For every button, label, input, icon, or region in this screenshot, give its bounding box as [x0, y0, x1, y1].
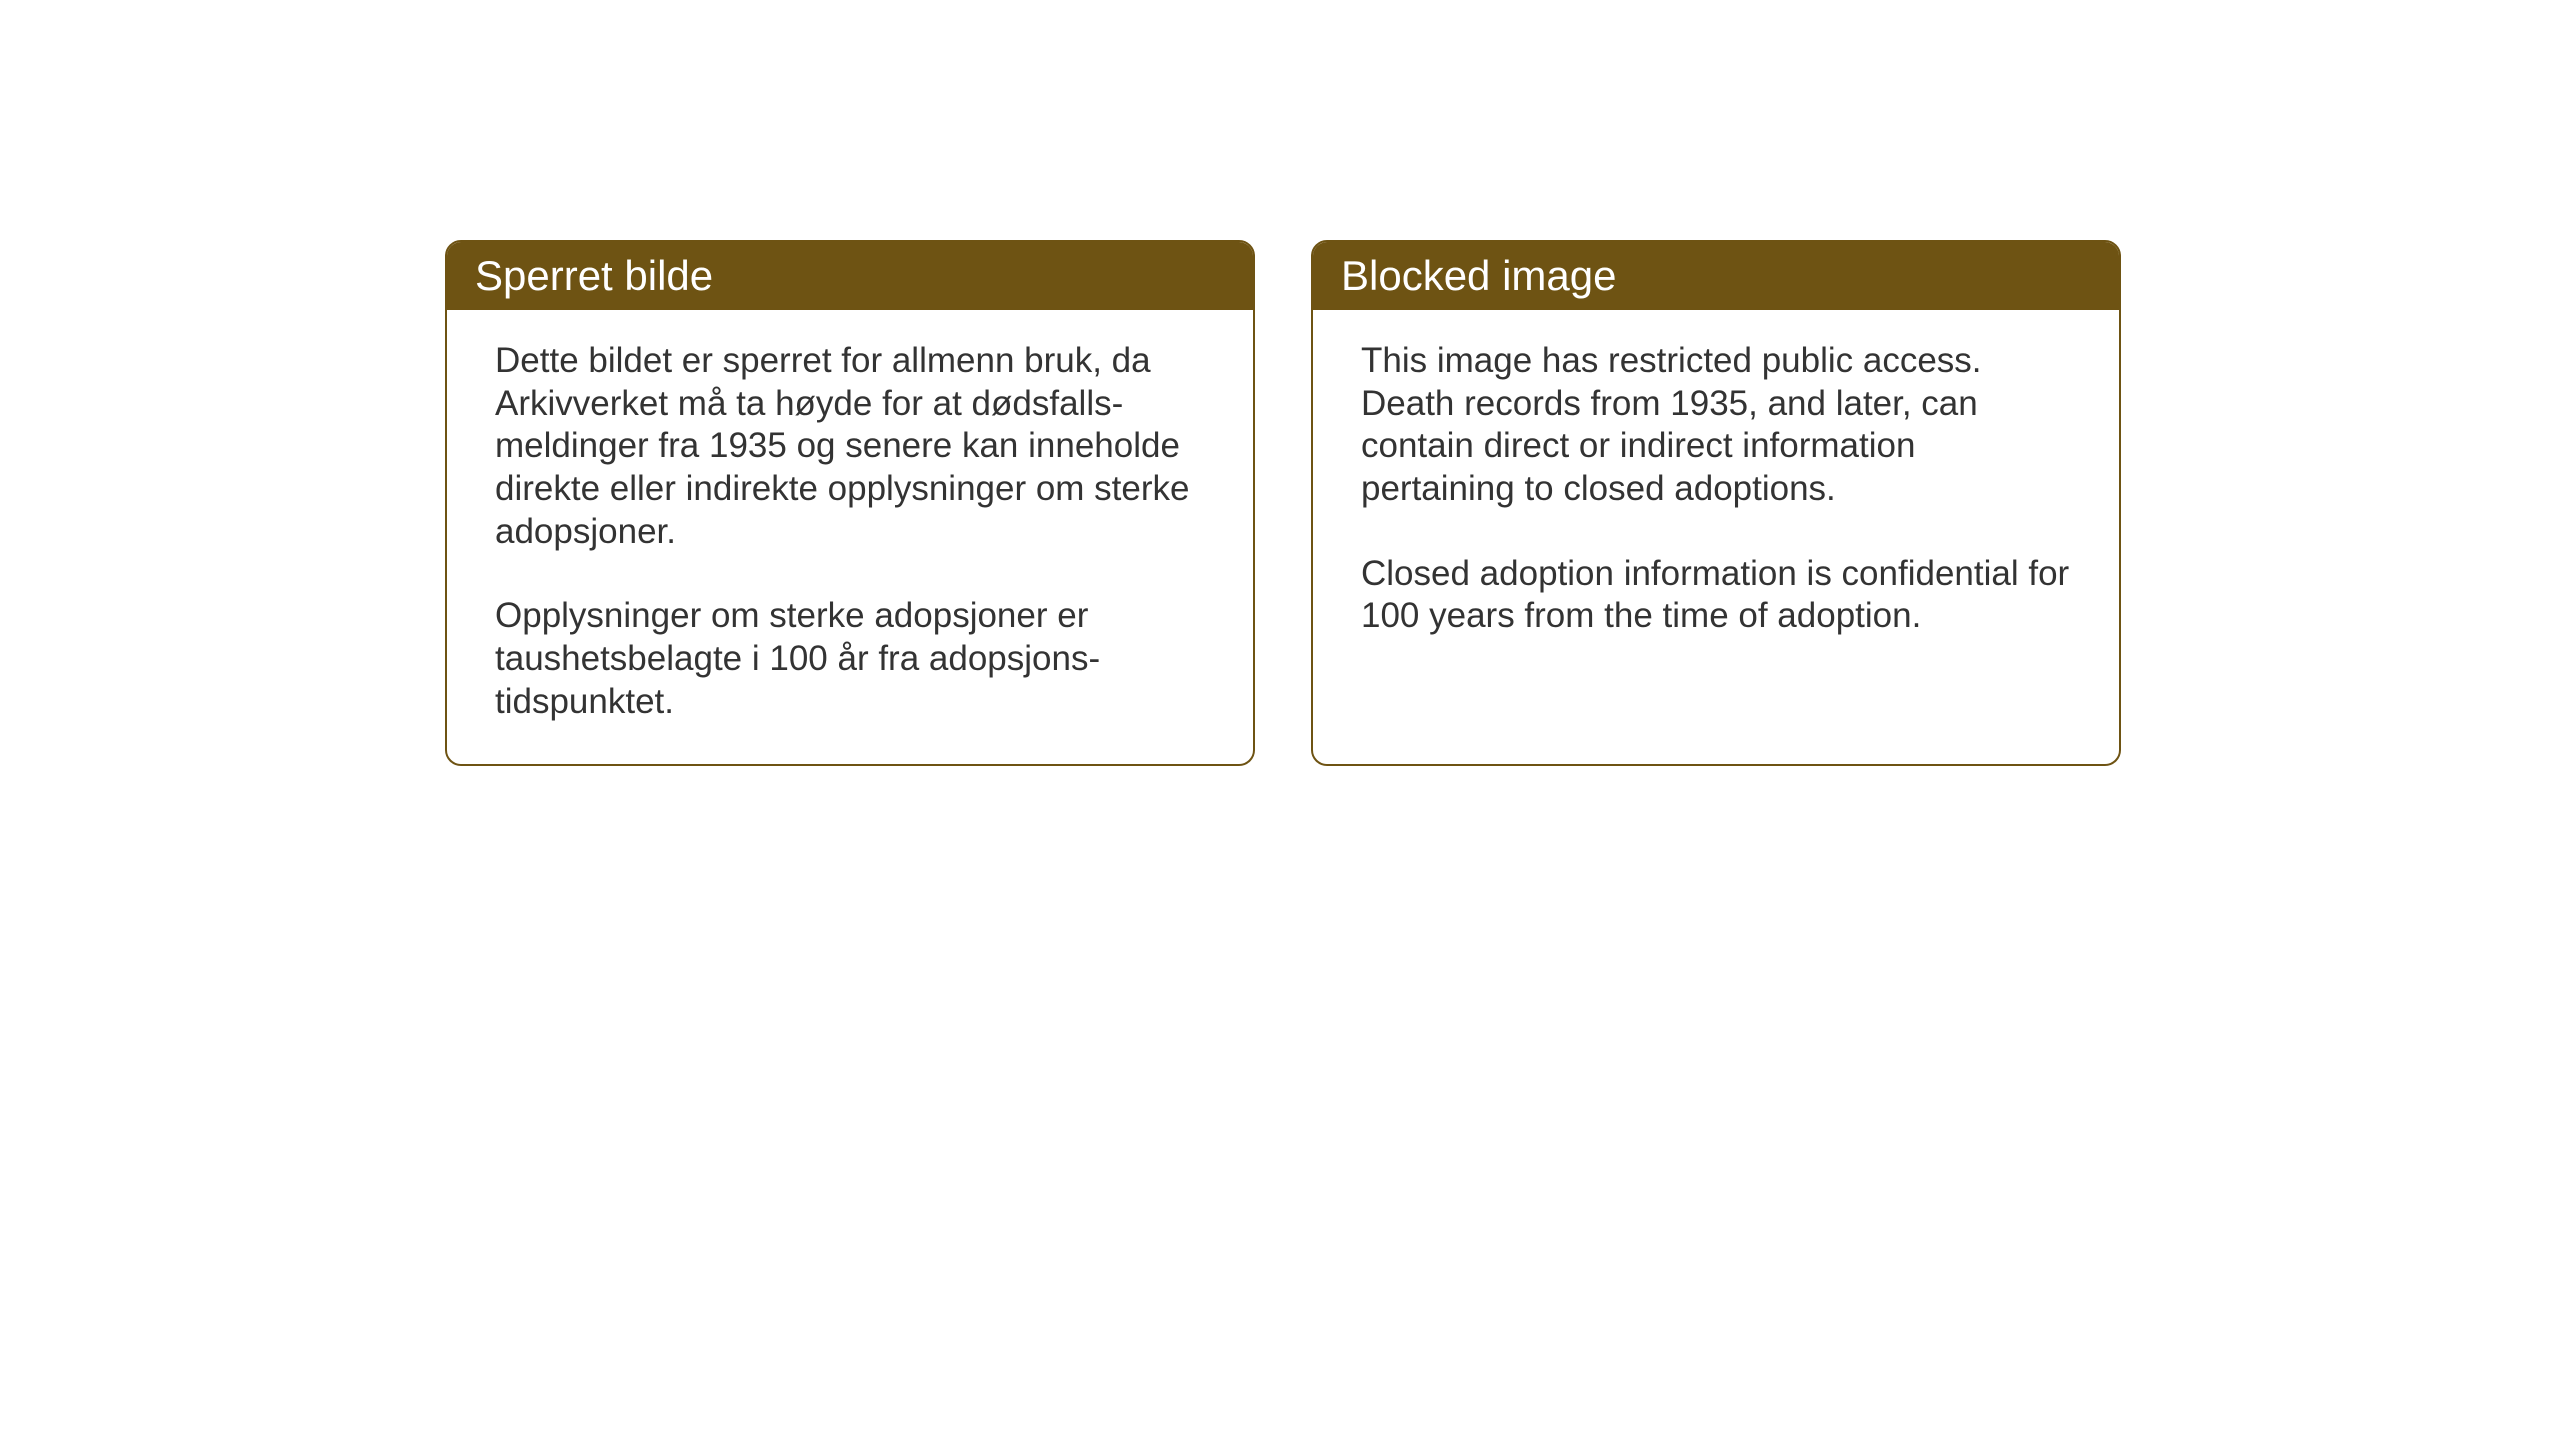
- card-body-english: This image has restricted public access.…: [1313, 310, 2119, 678]
- notice-card-norwegian: Sperret bilde Dette bildet er sperret fo…: [445, 240, 1255, 766]
- card-header-english: Blocked image: [1313, 242, 2119, 310]
- paragraph-norwegian-2: Opplysninger om sterke adopsjoner er tau…: [495, 595, 1205, 723]
- paragraph-english-2: Closed adoption information is confident…: [1361, 553, 2071, 638]
- card-body-norwegian: Dette bildet er sperret for allmenn bruk…: [447, 310, 1253, 764]
- notice-card-english: Blocked image This image has restricted …: [1311, 240, 2121, 766]
- card-header-norwegian: Sperret bilde: [447, 242, 1253, 310]
- paragraph-english-1: This image has restricted public access.…: [1361, 340, 2071, 511]
- notice-container: Sperret bilde Dette bildet er sperret fo…: [445, 240, 2121, 766]
- paragraph-norwegian-1: Dette bildet er sperret for allmenn bruk…: [495, 340, 1205, 553]
